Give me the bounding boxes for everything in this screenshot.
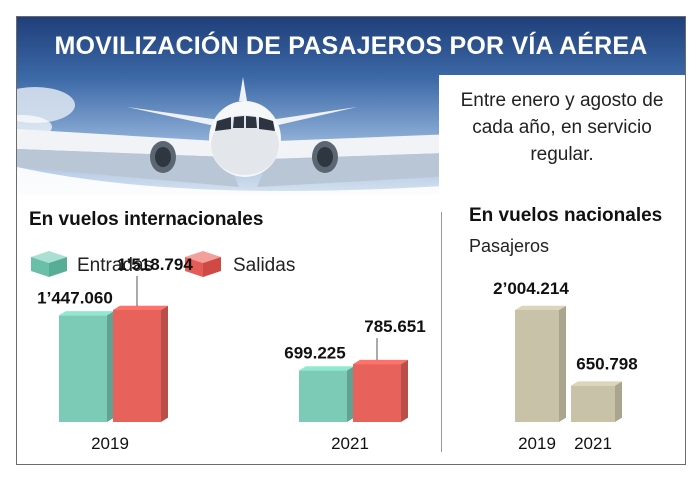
data-label-entradas-2019: 1’447.060 <box>37 288 113 307</box>
legend-salidas-icon <box>185 251 221 277</box>
data-label-entradas-2021: 699.225 <box>284 343 345 362</box>
note-text: Entre enero y agosto de cada año, en ser… <box>460 90 664 165</box>
bar-entradas-2019 <box>59 311 114 422</box>
legend-entradas-icon <box>31 251 67 277</box>
page-title: MOVILIZACIÓN DE PASAJEROS POR VÍA AÉREA <box>54 31 648 60</box>
infographic-frame: MOVILIZACIÓN DE PASAJEROS POR VÍA AÉREA … <box>16 16 686 465</box>
tick-label-nacional-2021: 2021 <box>574 434 612 453</box>
tick-label-nacional-2019: 2019 <box>518 434 556 453</box>
data-label-salidas-2019: 1’518.794 <box>117 255 193 274</box>
national-ylabel: Pasajeros <box>469 236 550 256</box>
bar-nacional-2019 <box>515 305 566 422</box>
bar-salidas-2021 <box>353 359 408 422</box>
tick-label-intl-2019: 2019 <box>91 434 129 453</box>
data-label-nacional-2021: 650.798 <box>576 355 637 374</box>
legend-icons <box>31 251 221 277</box>
tick-label-intl-2021: 2021 <box>331 434 369 453</box>
legend-entradas-label: Entradas <box>77 255 154 276</box>
international-title: En vuelos internacionales <box>29 209 264 230</box>
bar-nacional-2021 <box>571 381 622 422</box>
bar-entradas-2021 <box>299 366 354 422</box>
data-label-salidas-2021: 785.651 <box>364 317 425 336</box>
section-divider <box>441 212 442 452</box>
bar-salidas-2019 <box>113 305 168 422</box>
note-box: Entre enero y agosto de cada año, en ser… <box>439 75 685 195</box>
legend-salidas-label: Salidas <box>233 255 296 276</box>
national-title: En vuelos nacionales <box>469 205 663 226</box>
data-label-nacional-2019: 2’004.214 <box>493 279 569 298</box>
